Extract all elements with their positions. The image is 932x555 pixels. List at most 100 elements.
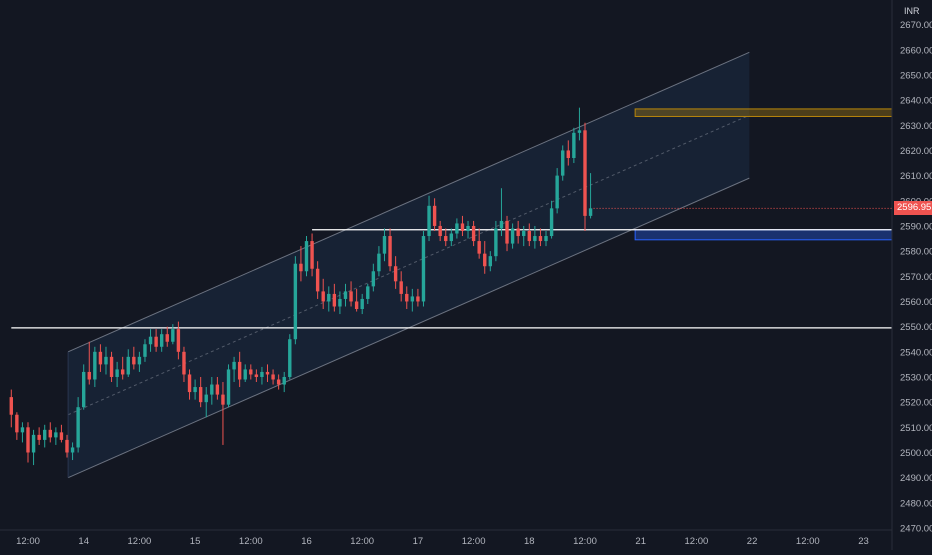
candle-body	[505, 220, 509, 244]
candle-body	[226, 369, 231, 405]
price-tick-label: 2490.00	[900, 473, 932, 484]
candle-body	[516, 228, 520, 237]
time-axis[interactable]: 12:00 14 12:00 15 12:00 16 12:00 17 12:00 18 12:00…	[0, 0, 893, 550]
price-tick-label: 2610.00	[900, 171, 932, 182]
price-tick-label: 2530.00	[900, 372, 932, 383]
candle-body	[15, 414, 19, 433]
candle-body	[193, 387, 197, 393]
horizontal-lines[interactable]	[11, 229, 892, 329]
price-tick-label: 2580.00	[900, 247, 932, 258]
candle-body	[171, 329, 175, 342]
time-tick-label: 14	[78, 536, 89, 547]
candle-body	[210, 384, 214, 395]
price-tick-label: 2670.00	[900, 20, 932, 31]
time-tick-label: 15	[190, 536, 201, 547]
time-tick-label: 22	[747, 536, 758, 547]
candle-body	[371, 271, 376, 287]
candle-body	[48, 429, 52, 438]
price-tick-label: 2550.00	[900, 322, 932, 333]
candle-body	[137, 356, 142, 365]
time-tick-label: 12:00	[573, 536, 597, 547]
candle-body	[249, 369, 253, 375]
price-tick-label: 2640.00	[900, 96, 932, 107]
candle-body	[561, 150, 565, 176]
candle-body	[176, 329, 181, 352]
candle-body	[405, 293, 409, 302]
candle-body	[494, 228, 498, 257]
candle-body	[288, 339, 292, 377]
time-tick-label: 12:00	[128, 536, 152, 547]
candle-body	[583, 130, 587, 216]
channel-upper-line[interactable]	[67, 51, 750, 353]
candle-body	[65, 439, 69, 453]
candle-body	[70, 447, 75, 453]
candle-body	[299, 263, 303, 272]
candle-body	[132, 356, 136, 365]
price-zone-2[interactable]	[634, 229, 893, 241]
price-tick-label: 2540.00	[900, 347, 932, 358]
price-tick-label: 2590.00	[900, 221, 932, 232]
candle-body	[232, 361, 236, 370]
candle-body	[159, 334, 164, 347]
candle-body	[243, 369, 247, 380]
candle-body	[276, 379, 281, 385]
candle-body	[432, 205, 437, 226]
candle-body	[466, 225, 470, 231]
candle-body	[477, 241, 481, 254]
candle-body	[148, 336, 153, 345]
price-tick-label: 2630.00	[900, 121, 932, 132]
candle-body	[304, 241, 309, 272]
candle-body	[282, 376, 286, 385]
candle-body	[382, 236, 387, 254]
price-axis[interactable]: 2470.00 2480.00 2490.00 2500.00 2510.00 2520.…	[593, 0, 932, 550]
candle-body	[427, 205, 431, 237]
last-price-tag: 2596.95	[894, 201, 932, 216]
candle-body	[204, 394, 208, 403]
price-tick-label: 2480.00	[900, 498, 932, 509]
candle-body	[354, 301, 359, 310]
candle-body	[332, 293, 337, 307]
candle-body	[327, 293, 331, 302]
price-zone-1[interactable]	[634, 108, 893, 117]
candle-body	[43, 429, 47, 440]
candle-body	[533, 236, 537, 242]
time-tick-label: 12:00	[685, 536, 709, 547]
candle-body	[449, 233, 454, 242]
candle-body	[544, 236, 548, 242]
channel-middle-line[interactable]	[67, 114, 750, 416]
candle-body	[260, 371, 264, 377]
candle-body	[59, 432, 64, 440]
candle-body	[26, 427, 30, 453]
candle-body	[377, 253, 381, 272]
candle-body	[310, 241, 314, 269]
candle-body	[566, 150, 570, 159]
time-tick-label: 16	[301, 536, 312, 547]
candle-body	[265, 371, 270, 375]
time-axis-background	[0, 530, 892, 550]
candle-body	[338, 298, 342, 307]
candle-body	[416, 296, 420, 302]
time-tick-label: 12:00	[16, 536, 40, 547]
time-tick-label: 12:00	[350, 536, 374, 547]
price-tick-label: 2500.00	[900, 448, 932, 459]
candle-body	[104, 356, 108, 365]
currency-label: INR	[904, 6, 920, 16]
time-tick-label: 12:00	[796, 536, 820, 547]
time-tick-label: 12:00	[462, 536, 486, 547]
candle-body	[460, 223, 465, 231]
candle-body	[54, 432, 58, 438]
candle-body	[549, 208, 554, 237]
candle-body	[9, 397, 13, 415]
candle-body	[293, 263, 298, 340]
candle-body	[76, 407, 80, 448]
candle-body	[115, 369, 119, 377]
candlesticks	[9, 107, 593, 466]
candle-body	[187, 374, 192, 393]
candle-body	[421, 236, 426, 302]
candle-body	[98, 351, 103, 365]
candle-body	[109, 356, 114, 377]
candle-body	[165, 334, 169, 342]
candle-body	[393, 266, 398, 282]
